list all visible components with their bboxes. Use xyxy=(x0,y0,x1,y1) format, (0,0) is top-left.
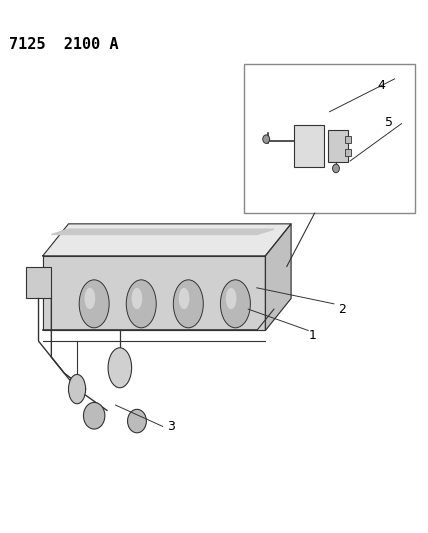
Bar xyxy=(345,136,351,143)
Bar xyxy=(328,130,348,162)
Text: 2: 2 xyxy=(339,303,346,316)
Ellipse shape xyxy=(220,280,250,328)
Ellipse shape xyxy=(226,288,236,309)
Circle shape xyxy=(83,402,105,429)
Ellipse shape xyxy=(84,288,95,309)
Text: 3: 3 xyxy=(167,420,175,433)
Bar xyxy=(26,266,51,298)
Polygon shape xyxy=(43,256,265,330)
Polygon shape xyxy=(43,224,291,256)
Ellipse shape xyxy=(179,288,189,309)
Ellipse shape xyxy=(79,280,109,328)
Text: 5: 5 xyxy=(386,116,393,129)
Ellipse shape xyxy=(132,288,142,309)
Ellipse shape xyxy=(68,374,86,404)
Bar xyxy=(345,149,351,156)
Text: 7125  2100 A: 7125 2100 A xyxy=(9,37,118,52)
Circle shape xyxy=(128,409,146,433)
Polygon shape xyxy=(265,224,291,330)
Polygon shape xyxy=(51,229,274,235)
Text: 4: 4 xyxy=(377,79,385,92)
Bar xyxy=(244,64,415,213)
Ellipse shape xyxy=(108,348,132,388)
Ellipse shape xyxy=(173,280,203,328)
Text: 1: 1 xyxy=(309,329,316,342)
Ellipse shape xyxy=(126,280,156,328)
Circle shape xyxy=(333,164,339,173)
Circle shape xyxy=(263,135,270,143)
Bar xyxy=(294,125,324,167)
